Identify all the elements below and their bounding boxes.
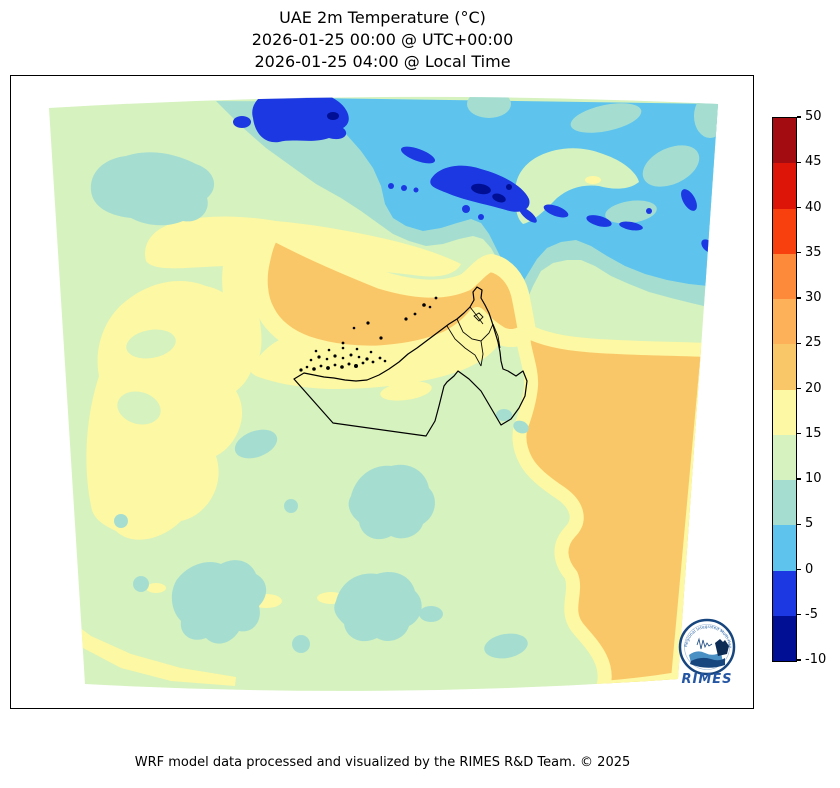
colorbar-tick [797,387,801,390]
colorbar-tick-label: 10 [805,471,822,486]
colorbar-tick-label: 50 [805,109,822,124]
colorbar-tick [797,568,801,571]
warm-speck [585,176,601,184]
coastal-islands [299,296,438,372]
colorbar-tick-label: 30 [805,290,822,305]
logo-seismogram [696,637,713,650]
colorbar-tick [797,206,801,209]
chart-title-block: UAE 2m Temperature (°C) 2026-01-25 00:00… [10,7,755,73]
colorbar-segment [773,525,796,571]
colorbar-tick-label: -10 [805,652,827,667]
map-axes: Regional Integrated Multi-Hazard Early W… [10,75,754,709]
logo-wave-dark [690,657,725,668]
region-gulf-of-oman [512,324,715,691]
colorbar-tick [797,342,801,344]
chart-title: UAE 2m Temperature (°C) [279,8,486,27]
chart-subtitle-local: 2026-01-25 04:00 @ Local Time [254,52,511,71]
uae-border [293,286,528,437]
colorbar-tick [797,252,801,254]
colorbar-segment [773,208,796,254]
colorbar-tick-label: 15 [805,425,822,441]
logo-goat [715,639,729,656]
figure-caption: WRF model data processed and visualized … [134,755,631,770]
colorbar-tick-label: -5 [805,606,818,622]
colorbar-tick-label: 25 [805,335,822,351]
colorbar-tick [797,478,801,480]
colorbar-segment [773,118,796,164]
colorbar-segment [773,299,796,345]
colorbar-segment [773,389,796,435]
colorbar-segment [773,480,796,526]
colorbar-tick [797,161,801,163]
chart-subtitle-utc: 2026-01-25 00:00 @ UTC+00:00 [251,30,514,49]
colorbar-segment [773,570,796,616]
colorbar-tick-label: 0 [805,561,814,577]
region-persian-gulf [249,222,536,364]
emirate-boundaries [446,306,501,367]
colorbar-tick [797,523,801,525]
colorbar: 50 45 40 35 30 25 20 15 10 5 0 -5 -10 [772,110,832,667]
cool-patches-desert [90,152,529,659]
rimes-logo-wordmark: RIMES [681,672,732,687]
colorbar-segment [773,163,796,209]
colorbar-tick-label: 35 [805,244,822,260]
colorbar-segment [773,344,796,390]
colorbar-gradient [772,117,797,662]
mild-holes [117,329,176,425]
colorbar-tick-label: 5 [805,516,814,532]
temperature-field [49,96,718,691]
colorbar-segment [773,615,796,661]
colorbar-tick [797,297,801,299]
colorbar-tick-label: 40 [805,199,822,215]
rimes-logo: Regional Integrated Multi-Hazard Early W… [677,615,736,687]
colorbar-tick-label: 45 [805,154,822,170]
extreme-cold-specks [327,112,512,203]
colorbar-segment [773,434,796,480]
colorbar-tick [797,116,801,118]
colorbar-segment [773,253,796,299]
colorbar-tick [797,614,801,616]
temperature-map: Regional Integrated Multi-Hazard Early W… [49,96,736,691]
colorbar-tick-label: 20 [805,380,822,396]
colorbar-tick [797,433,801,435]
colorbar-tick [797,659,801,661]
